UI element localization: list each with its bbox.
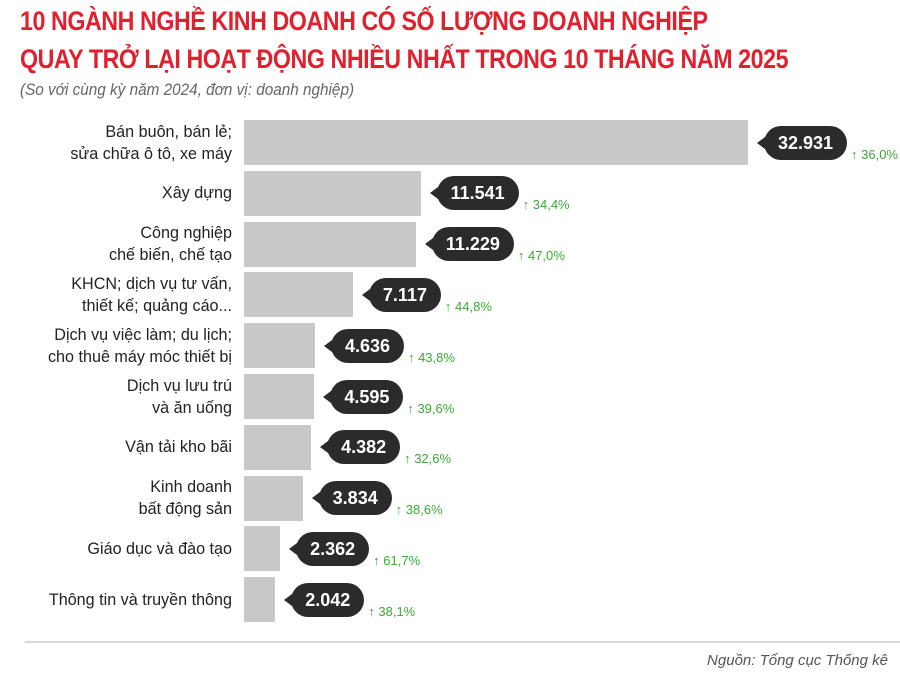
arrow-up-icon: ↑ [404, 451, 415, 467]
bottom-divider [25, 641, 900, 643]
change-value: 34,4% [532, 197, 570, 213]
category-label: Kinh doanh bất động sản [138, 477, 232, 519]
value-label: 7.117 [361, 277, 441, 312]
bar [244, 526, 281, 572]
value-label: 11.541 [429, 176, 519, 211]
bar [244, 577, 276, 623]
change-label: ↑ 43,8% [408, 350, 455, 365]
change-label: ↑ 47,0% [518, 248, 565, 263]
value-label: 11.229 [424, 227, 514, 262]
chart-title-line-2: QUAY TRỞ LẠI HOẠT ĐỘNG NHIỀU NHẤT TRONG … [20, 44, 789, 74]
bar [244, 475, 303, 521]
bar [244, 272, 353, 318]
change-label: ↑ 38,6% [396, 502, 443, 517]
change-value: 38,6% [405, 502, 443, 518]
arrow-up-icon: ↑ [851, 146, 862, 162]
change-value: 44,8% [455, 298, 492, 314]
category-label: Giáo dục và đào tạo [87, 538, 233, 558]
arrow-up-icon: ↑ [522, 197, 533, 213]
category-label: Công nghiệp chế biến, chế tạo [108, 223, 232, 265]
change-value: 61,7% [383, 552, 421, 568]
change-value: 32,6% [414, 451, 452, 467]
chart-title-line-1: 10 NGÀNH NGHỀ KINH DOANH CÓ SỐ LƯỢNG DOA… [20, 6, 708, 36]
bar [244, 424, 312, 470]
change-label: ↑ 32,6% [404, 451, 451, 466]
category-label: Bán buôn, bán lẻ; sửa chữa ô tô, xe máy [70, 121, 232, 163]
bar [244, 374, 315, 419]
change-label: ↑ 36,0% [851, 147, 898, 162]
change-value: 36,0% [861, 146, 898, 162]
category-label: Vận tải kho bãi [125, 437, 232, 457]
change-label: ↑ 34,4% [523, 197, 570, 212]
arrow-up-icon: ↑ [368, 603, 379, 619]
value-label: 2.362 [289, 531, 370, 566]
arrow-up-icon: ↑ [517, 248, 528, 264]
arrow-up-icon: ↑ [395, 502, 406, 518]
change-label: ↑ 38,1% [368, 604, 415, 619]
value-label: 4.382 [320, 430, 401, 465]
category-label: KHCN; dịch vụ tư vấn, thiết kế; quảng cáo… [71, 273, 233, 315]
category-label: Thông tin và truyền thông [48, 589, 232, 609]
arrow-up-icon: ↑ [373, 552, 384, 568]
change-label: ↑ 44,8% [445, 299, 492, 314]
change-value: 47,0% [527, 248, 565, 264]
arrow-up-icon: ↑ [444, 298, 456, 314]
bar [244, 120, 748, 165]
change-label: ↑ 61,7% [373, 553, 420, 568]
category-label: Dịch vụ lưu trú và ăn uống [126, 375, 232, 417]
chart-subtitle: (So với cùng kỳ năm 2024, đơn vị: doanh … [20, 80, 355, 99]
bar [244, 221, 416, 267]
value-label: 32.931 [756, 125, 848, 160]
change-value: 38,1% [378, 603, 416, 619]
value-label: 4.595 [323, 379, 404, 414]
arrow-up-icon: ↑ [407, 400, 418, 416]
change-value: 39,6% [417, 400, 455, 416]
change-label: ↑ 39,6% [407, 401, 454, 416]
category-label: Xây dựng [161, 183, 232, 203]
category-label: Dịch vụ việc làm; du lịch; cho thuê máy m… [47, 324, 232, 366]
bar [244, 170, 421, 216]
change-value: 43,8% [418, 349, 455, 365]
value-label: 4.636 [323, 328, 404, 363]
value-label: 3.834 [311, 481, 392, 516]
arrow-up-icon: ↑ [407, 349, 419, 365]
bar [244, 323, 315, 369]
value-label: 2.042 [284, 582, 365, 617]
source-note: Nguồn: Tổng cục Thống kê [707, 652, 888, 669]
